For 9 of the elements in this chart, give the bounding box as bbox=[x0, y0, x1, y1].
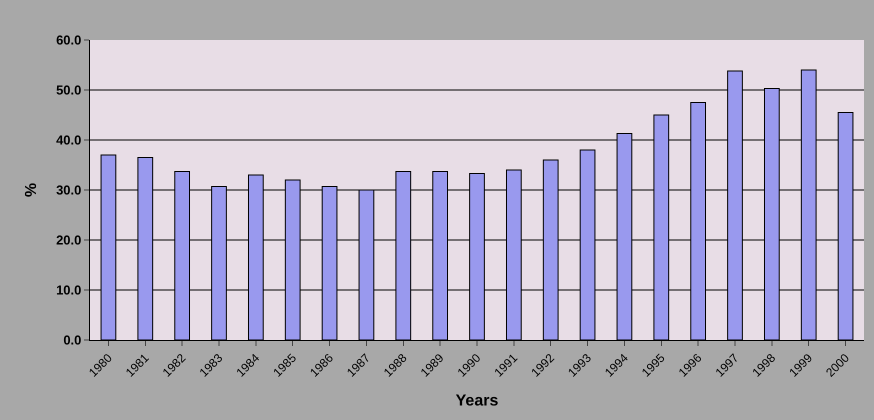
y-tick-label: 60.0 bbox=[56, 32, 82, 48]
y-tick-label: 0.0 bbox=[63, 332, 82, 348]
y-tick-label: 40.0 bbox=[56, 132, 82, 148]
y-tick-label: 30.0 bbox=[56, 182, 82, 198]
y-tick-label: 20.0 bbox=[56, 232, 82, 248]
y-tick-label: 10.0 bbox=[56, 282, 82, 298]
y-tick-label: 50.0 bbox=[56, 82, 82, 98]
y-axis-title: % bbox=[22, 182, 40, 198]
x-axis-title: Years bbox=[456, 392, 498, 410]
